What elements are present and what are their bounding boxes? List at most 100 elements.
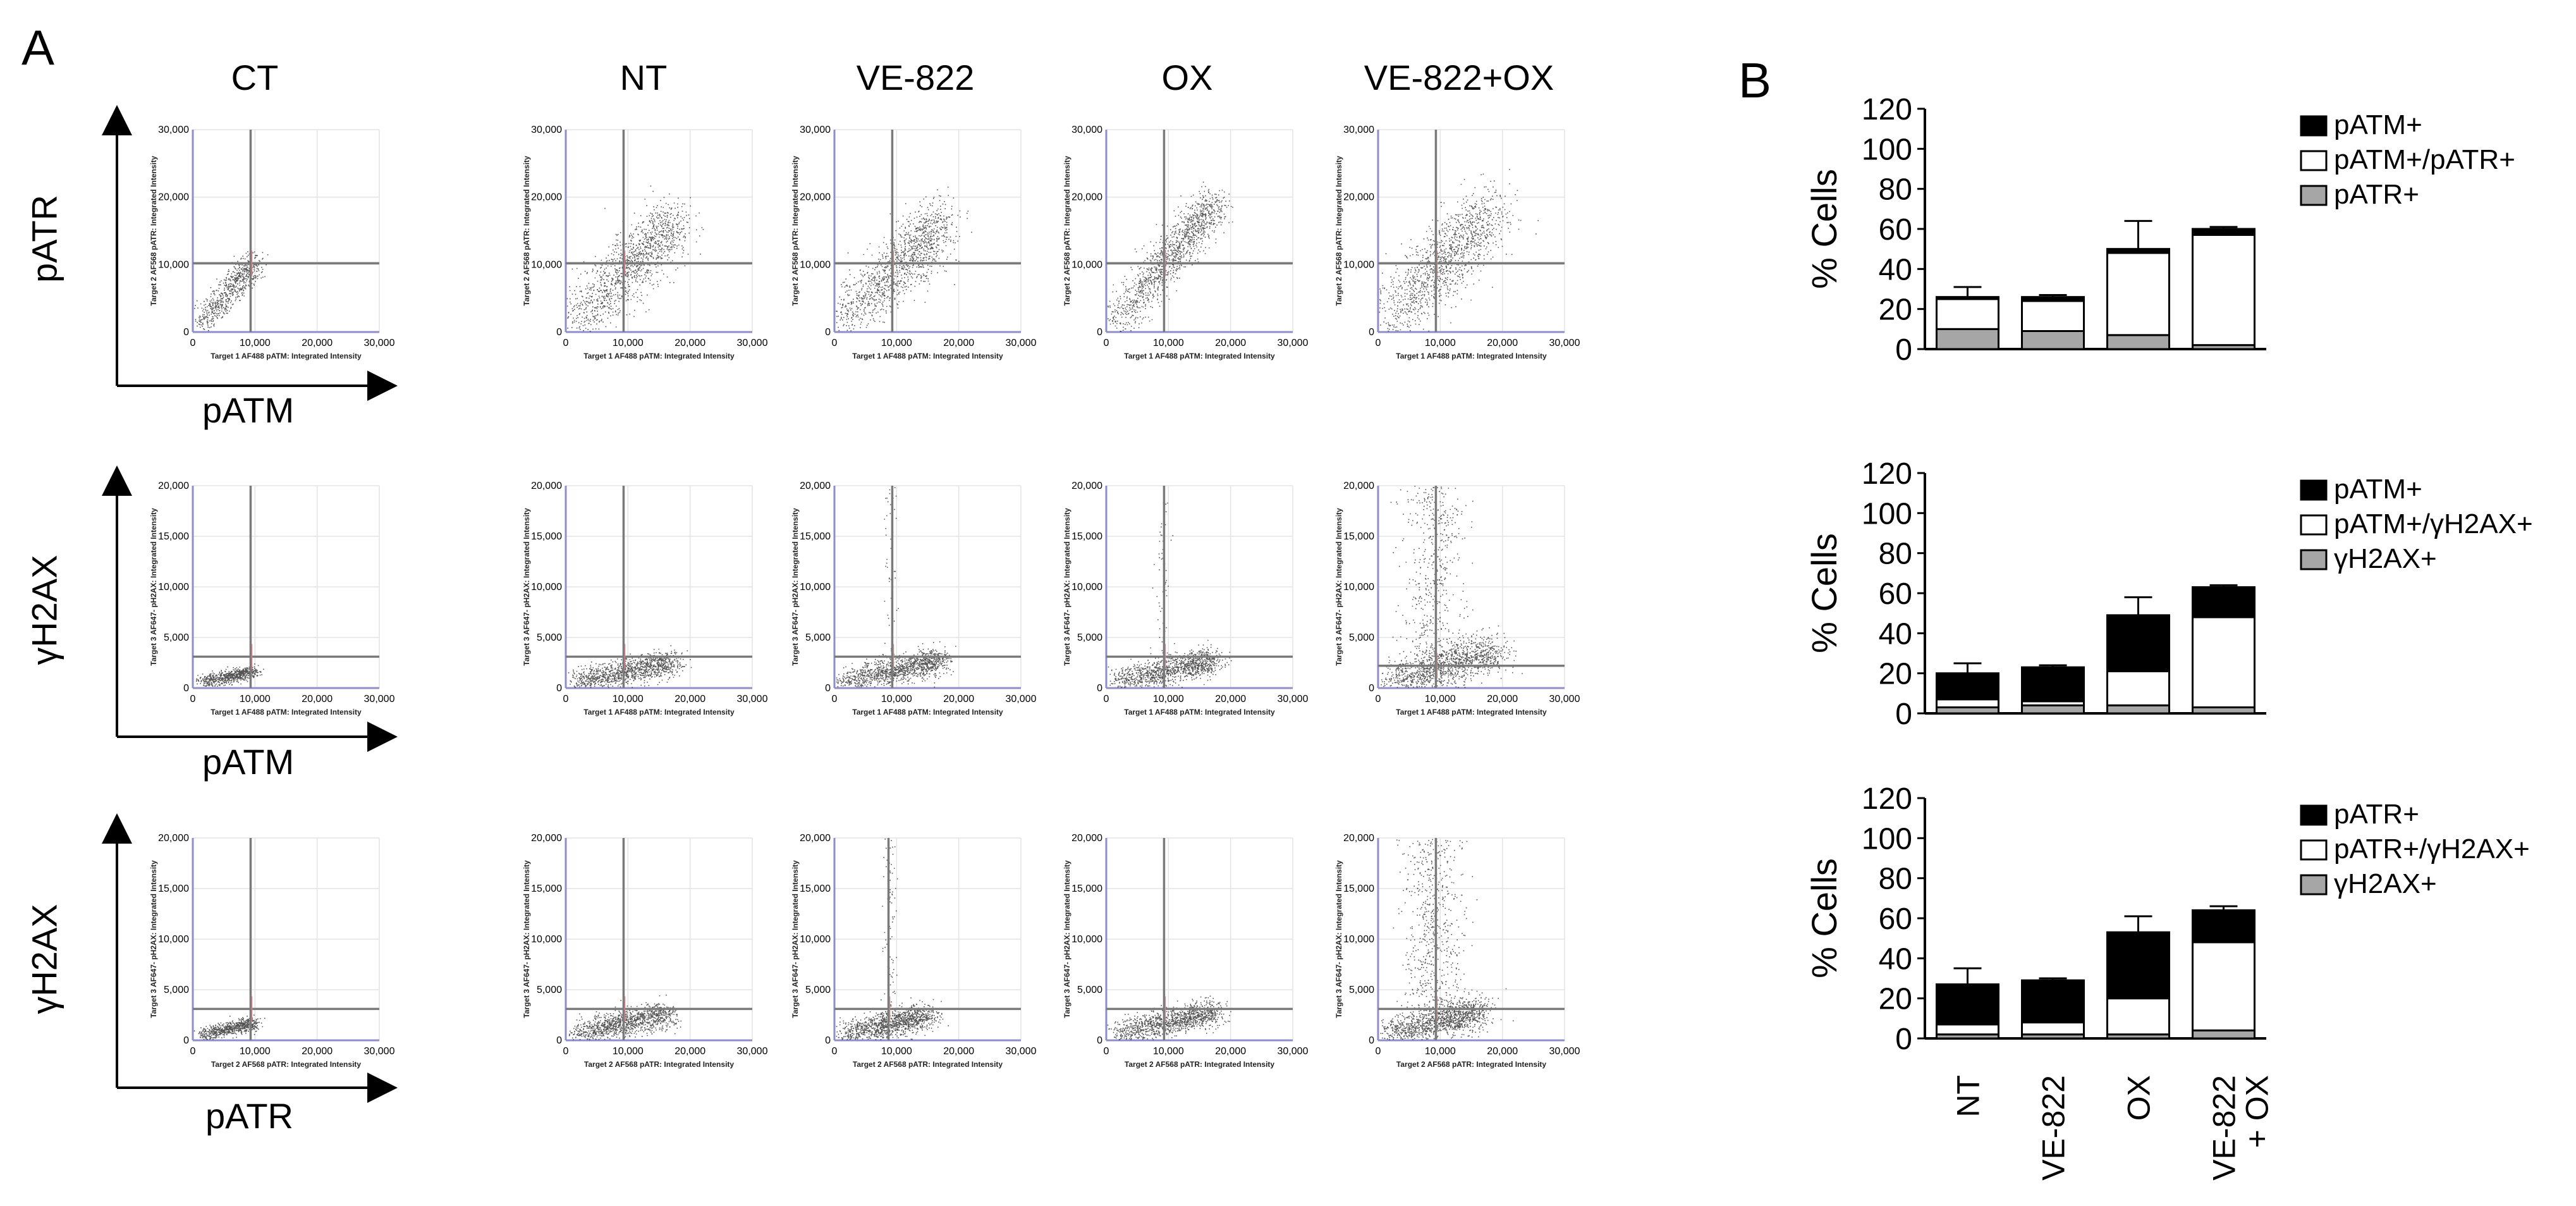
y-tick-label: 10,000 (800, 259, 831, 270)
bar-segment (1936, 298, 1999, 330)
scatter-points (568, 645, 692, 688)
y-tick-label: 60 (1879, 577, 1912, 611)
scatter-points (1107, 995, 1231, 1040)
x-tick-label: 10,000 (613, 338, 644, 348)
x-tick-label: 20,000 (302, 1046, 333, 1057)
x-tick-label: 0 (1104, 338, 1109, 348)
scatter-plot-r3-c3: 0 5,000 10,000 15,000 20,000 0 10,000 20,000 30,… (791, 833, 1037, 1069)
scatter-points (1108, 502, 1232, 688)
x-tick-label: 30,000 (1278, 338, 1309, 348)
bar-segment (2021, 330, 2085, 350)
scatter-plot-r2-c4: 0 5,000 10,000 15,000 20,000 0 10,000 20,000 30,… (1063, 481, 1309, 717)
y-tick-label: 10,000 (1343, 582, 1374, 593)
x-tick-label: 10,000 (613, 694, 644, 705)
panel-a-axes (102, 105, 398, 1103)
inner-x-axis-title: Target 1 AF488 pATM: Integrated Intensit… (1124, 352, 1275, 360)
inner-y-axis-title: Target 3 AF647- pH2AX: Integrated Intens… (1063, 860, 1071, 1018)
y-tick-label: 5,000 (1349, 985, 1374, 995)
bar-segment (2021, 300, 2085, 332)
y-tick-label: 100 (1862, 822, 1912, 856)
x-tick-label: 10,000 (240, 1046, 271, 1057)
legend-swatch (2300, 549, 2328, 570)
y-tick-label: 0 (1097, 683, 1102, 694)
y-tick-label: 5,000 (164, 985, 189, 995)
legend-swatch (2300, 839, 2328, 861)
x-tick-label: 20,000 (1487, 1046, 1518, 1057)
x-tick-label: 30,000 (1278, 1046, 1309, 1057)
x-tick-label: 10,000 (1153, 694, 1184, 705)
scatter-plot-r2-c5: 0 5,000 10,000 15,000 20,000 0 10,000 20,000 30,… (1334, 481, 1580, 717)
x-tick-label: 30,000 (364, 694, 395, 705)
y-tick-label: 20,000 (1343, 192, 1374, 203)
bar-segment (2106, 614, 2170, 672)
y-tick-label: 100 (1862, 133, 1912, 166)
legend-swatch (2300, 479, 2328, 501)
row3-x-axis-label: pATR (205, 1096, 293, 1136)
y-tick-label: 120 (1862, 93, 1912, 126)
legend-label: pATM+ (2334, 474, 2422, 505)
scatter-points (836, 487, 956, 688)
y-tick-label: 5,000 (1077, 632, 1102, 643)
legend-label: pATM+/γH2AX+ (2334, 508, 2533, 539)
panel-b-category-labels: NT VE-822 OX VE-822+ OX (1951, 1075, 2275, 1181)
x-tick-label: 20,000 (675, 338, 705, 348)
legend-label: pATM+/pATR+ (2334, 144, 2515, 175)
row2-x-axis-label: pATM (202, 742, 295, 782)
legend-label: pATR+ (2334, 799, 2419, 830)
x-tick-label: 10,000 (1153, 338, 1184, 348)
inner-y-axis-title: Target 3 AF647- pH2AX: Integrated Intens… (149, 508, 158, 666)
y-tick-label: 20,000 (1071, 833, 1102, 844)
inner-y-axis-title: Target 2 AF568 pATR: Integrated Intensit… (522, 156, 531, 305)
y-tick-label: 0 (1369, 327, 1374, 338)
bar-segment (2021, 1021, 2085, 1036)
y-tick-label: 0 (1895, 1023, 1912, 1056)
bar-segment (2106, 997, 2170, 1036)
y-tick-label: 15,000 (1343, 883, 1374, 894)
panel-b-label: B (1738, 52, 1772, 108)
x-tick-label: 20,000 (943, 694, 974, 705)
y-tick-label: 30,000 (1071, 125, 1102, 135)
y-tick-label: 0 (1369, 1035, 1374, 1046)
scatter-points (566, 185, 704, 332)
y-tick-label: 0 (183, 1035, 189, 1046)
y-axis-title: % Cells (1804, 169, 1844, 289)
bar-segment (1936, 296, 1999, 300)
x-tick-label: 0 (563, 338, 569, 348)
y-tick-label: 15,000 (1071, 883, 1102, 894)
x-tick-label: 0 (832, 694, 838, 705)
scatter-plot-r3-c5: 0 5,000 10,000 15,000 20,000 0 10,000 20,000 30,… (1334, 833, 1580, 1069)
x-tick-label: 10,000 (240, 338, 271, 348)
scatter-points (196, 663, 264, 687)
y-tick-label: 0 (825, 683, 831, 694)
y-tick-label: 20,000 (800, 481, 831, 491)
x-tick-label: 10,000 (881, 338, 912, 348)
inner-x-axis-title: Target 2 AF568 pATR: Integrated Intensit… (211, 1060, 361, 1069)
inner-x-axis-title: Target 1 AF488 pATM: Integrated Intensit… (1124, 708, 1275, 717)
y-tick-label: 15,000 (531, 531, 562, 542)
y-tick-label: 0 (556, 683, 562, 694)
plot-area (193, 130, 379, 332)
y-tick-label: 20,000 (1343, 481, 1374, 491)
x-tick-label: 20,000 (675, 1046, 705, 1057)
inner-y-axis-title: Target 2 AF568 pATR: Integrated Intensit… (1063, 156, 1071, 305)
inner-y-axis-title: Target 3 AF647- pH2AX: Integrated Intens… (791, 860, 800, 1018)
y-tick-label: 0 (1369, 683, 1374, 694)
x-tick-label: 10,000 (1425, 338, 1456, 348)
inner-x-axis-title: Target 1 AF488 pATM: Integrated Intensit… (1396, 708, 1547, 717)
y-tick-label: 20,000 (531, 833, 562, 844)
y-tick-label: 10,000 (158, 582, 189, 593)
inner-x-axis-title: Target 1 AF488 pATM: Integrated Intensit… (583, 708, 735, 717)
y-tick-label: 30,000 (800, 125, 831, 135)
x-tick-label: 20,000 (1487, 694, 1518, 705)
x-tick-label: 30,000 (1006, 338, 1037, 348)
inner-x-axis-title: Target 1 AF488 pATM: Integrated Intensit… (1396, 352, 1547, 360)
scatter-plot-r2-c3: 0 5,000 10,000 15,000 20,000 0 10,000 20,000 30,… (791, 481, 1037, 717)
x-tick-label: 0 (1376, 338, 1381, 348)
scatter-plot-r2-c2: 0 5,000 10,000 15,000 20,000 0 10,000 20,000 30,… (522, 481, 768, 717)
y-tick-label: 0 (556, 327, 562, 338)
y-tick-label: 0 (183, 327, 189, 338)
bar-segment (1936, 328, 1999, 350)
y-tick-label: 10,000 (158, 259, 189, 270)
